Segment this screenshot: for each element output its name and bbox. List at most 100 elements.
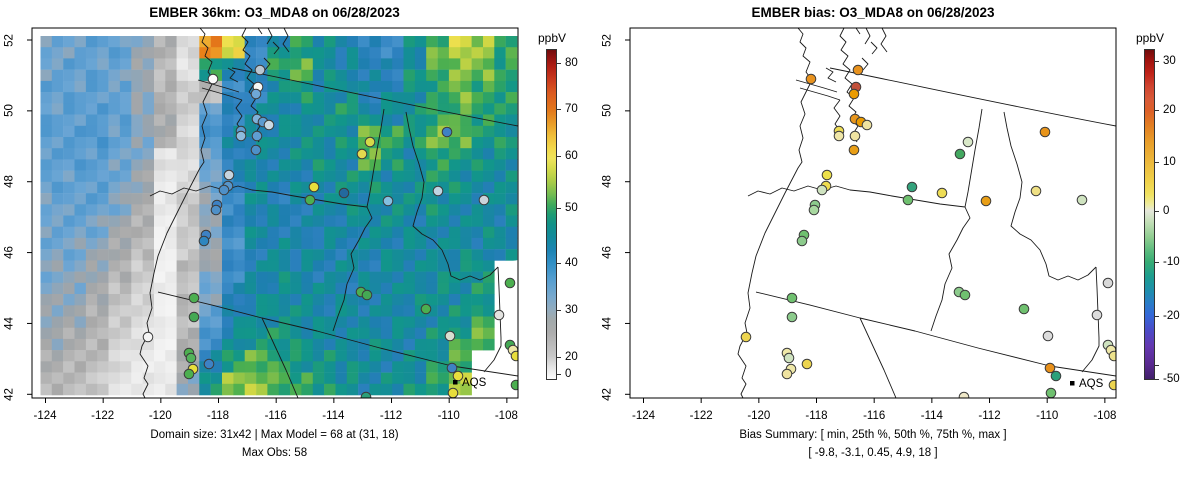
raster-cell [300, 125, 313, 138]
raster-cell [414, 137, 426, 149]
raster-cell [85, 58, 97, 70]
raster-cell [357, 361, 370, 373]
raster-cell [459, 237, 472, 250]
raster-cell [425, 271, 438, 284]
raster-cell [391, 204, 404, 216]
x-tick-label: -108 [1093, 410, 1117, 422]
raster-cell [40, 271, 52, 284]
raster-cell [493, 181, 506, 194]
raster-cell [437, 350, 449, 362]
raster-cell [403, 338, 415, 351]
raster-cell [493, 137, 506, 149]
raster-cell [198, 36, 211, 48]
raster-cell [289, 137, 302, 149]
raster-cell [164, 282, 177, 295]
raster-cell [85, 361, 97, 373]
map-border-line [366, 108, 384, 208]
map-border-line [859, 317, 897, 398]
raster-cell [437, 204, 449, 216]
station-dot [1042, 330, 1054, 342]
raster-cell [244, 271, 256, 284]
raster-cell [323, 260, 336, 272]
raster-cell [96, 69, 109, 82]
raster-cell [187, 69, 200, 82]
raster-cell [403, 170, 415, 183]
raster-cell [108, 249, 120, 261]
raster-cell [74, 305, 86, 317]
x-tick-label: -120 [148, 410, 172, 422]
raster-cell [448, 305, 460, 317]
raster-cell [312, 170, 324, 183]
map-border-line [405, 111, 498, 281]
raster-cell [85, 159, 97, 171]
raster-cell [244, 80, 256, 93]
raster-cell [369, 80, 381, 93]
station-dot [361, 289, 372, 301]
raster-cell [266, 92, 279, 104]
raster-cell [187, 125, 200, 138]
raster-cell [448, 114, 460, 126]
raster-cell [459, 148, 472, 160]
raster-cell [414, 47, 426, 59]
raster-cell [198, 137, 211, 149]
raster-cell [414, 215, 426, 227]
raster-cell [119, 114, 131, 126]
raster-cell [210, 58, 222, 70]
station-dot [1030, 185, 1042, 197]
raster-cell [108, 271, 120, 284]
raster-cell [164, 215, 177, 227]
raster-cell [289, 170, 302, 183]
raster-cell [198, 327, 211, 340]
raster-cell [323, 249, 336, 261]
station-dot [1039, 126, 1051, 138]
raster-cell [62, 114, 75, 126]
raster-cell [119, 125, 131, 138]
raster-cell [403, 350, 415, 362]
raster-cell [448, 260, 460, 272]
raster-cell [221, 69, 234, 82]
raster-cell [187, 36, 200, 48]
raster-cell [74, 338, 86, 351]
station-dot [821, 169, 833, 181]
raster-cell [414, 181, 426, 194]
station-dot [210, 204, 221, 216]
station-dot [251, 130, 262, 142]
raster-cell [51, 193, 63, 205]
colorbar-tick-mark [1155, 315, 1159, 317]
raster-cell [391, 92, 404, 104]
raster-cell [255, 215, 268, 227]
raster-cell [425, 36, 438, 48]
raster-cell [187, 92, 200, 104]
raster-cell [482, 125, 495, 138]
raster-cell [346, 383, 358, 396]
raster-cell [493, 69, 506, 82]
raster-cell [142, 316, 154, 328]
raster-cell [85, 271, 97, 284]
raster-cell [232, 361, 245, 373]
left-caption-line1: Domain size: 31x42 | Max Model = 68 at (… [150, 429, 399, 441]
raster-cell [187, 148, 200, 160]
raster-cell [74, 316, 86, 328]
raster-cell [221, 294, 234, 306]
raster-cell [62, 170, 75, 183]
raster-cell [403, 383, 415, 396]
x-tick-label: -120 [747, 410, 771, 422]
raster-cell [357, 383, 370, 396]
raster-cell [335, 327, 347, 340]
raster-cell [266, 181, 279, 194]
raster-cell [357, 69, 370, 82]
station-dot [223, 169, 234, 181]
raster-cell [142, 249, 154, 261]
raster-cell [221, 125, 234, 138]
raster-cell [244, 282, 256, 295]
raster-cell [266, 260, 279, 272]
raster-cell [198, 282, 211, 295]
raster-cell [300, 103, 313, 115]
raster-cell [448, 92, 460, 104]
raster-cell [357, 159, 370, 171]
raster-cell [221, 103, 234, 115]
raster-cell [255, 327, 268, 340]
raster-cell [108, 159, 120, 171]
raster-cell [153, 114, 166, 126]
raster-cell [346, 316, 358, 328]
